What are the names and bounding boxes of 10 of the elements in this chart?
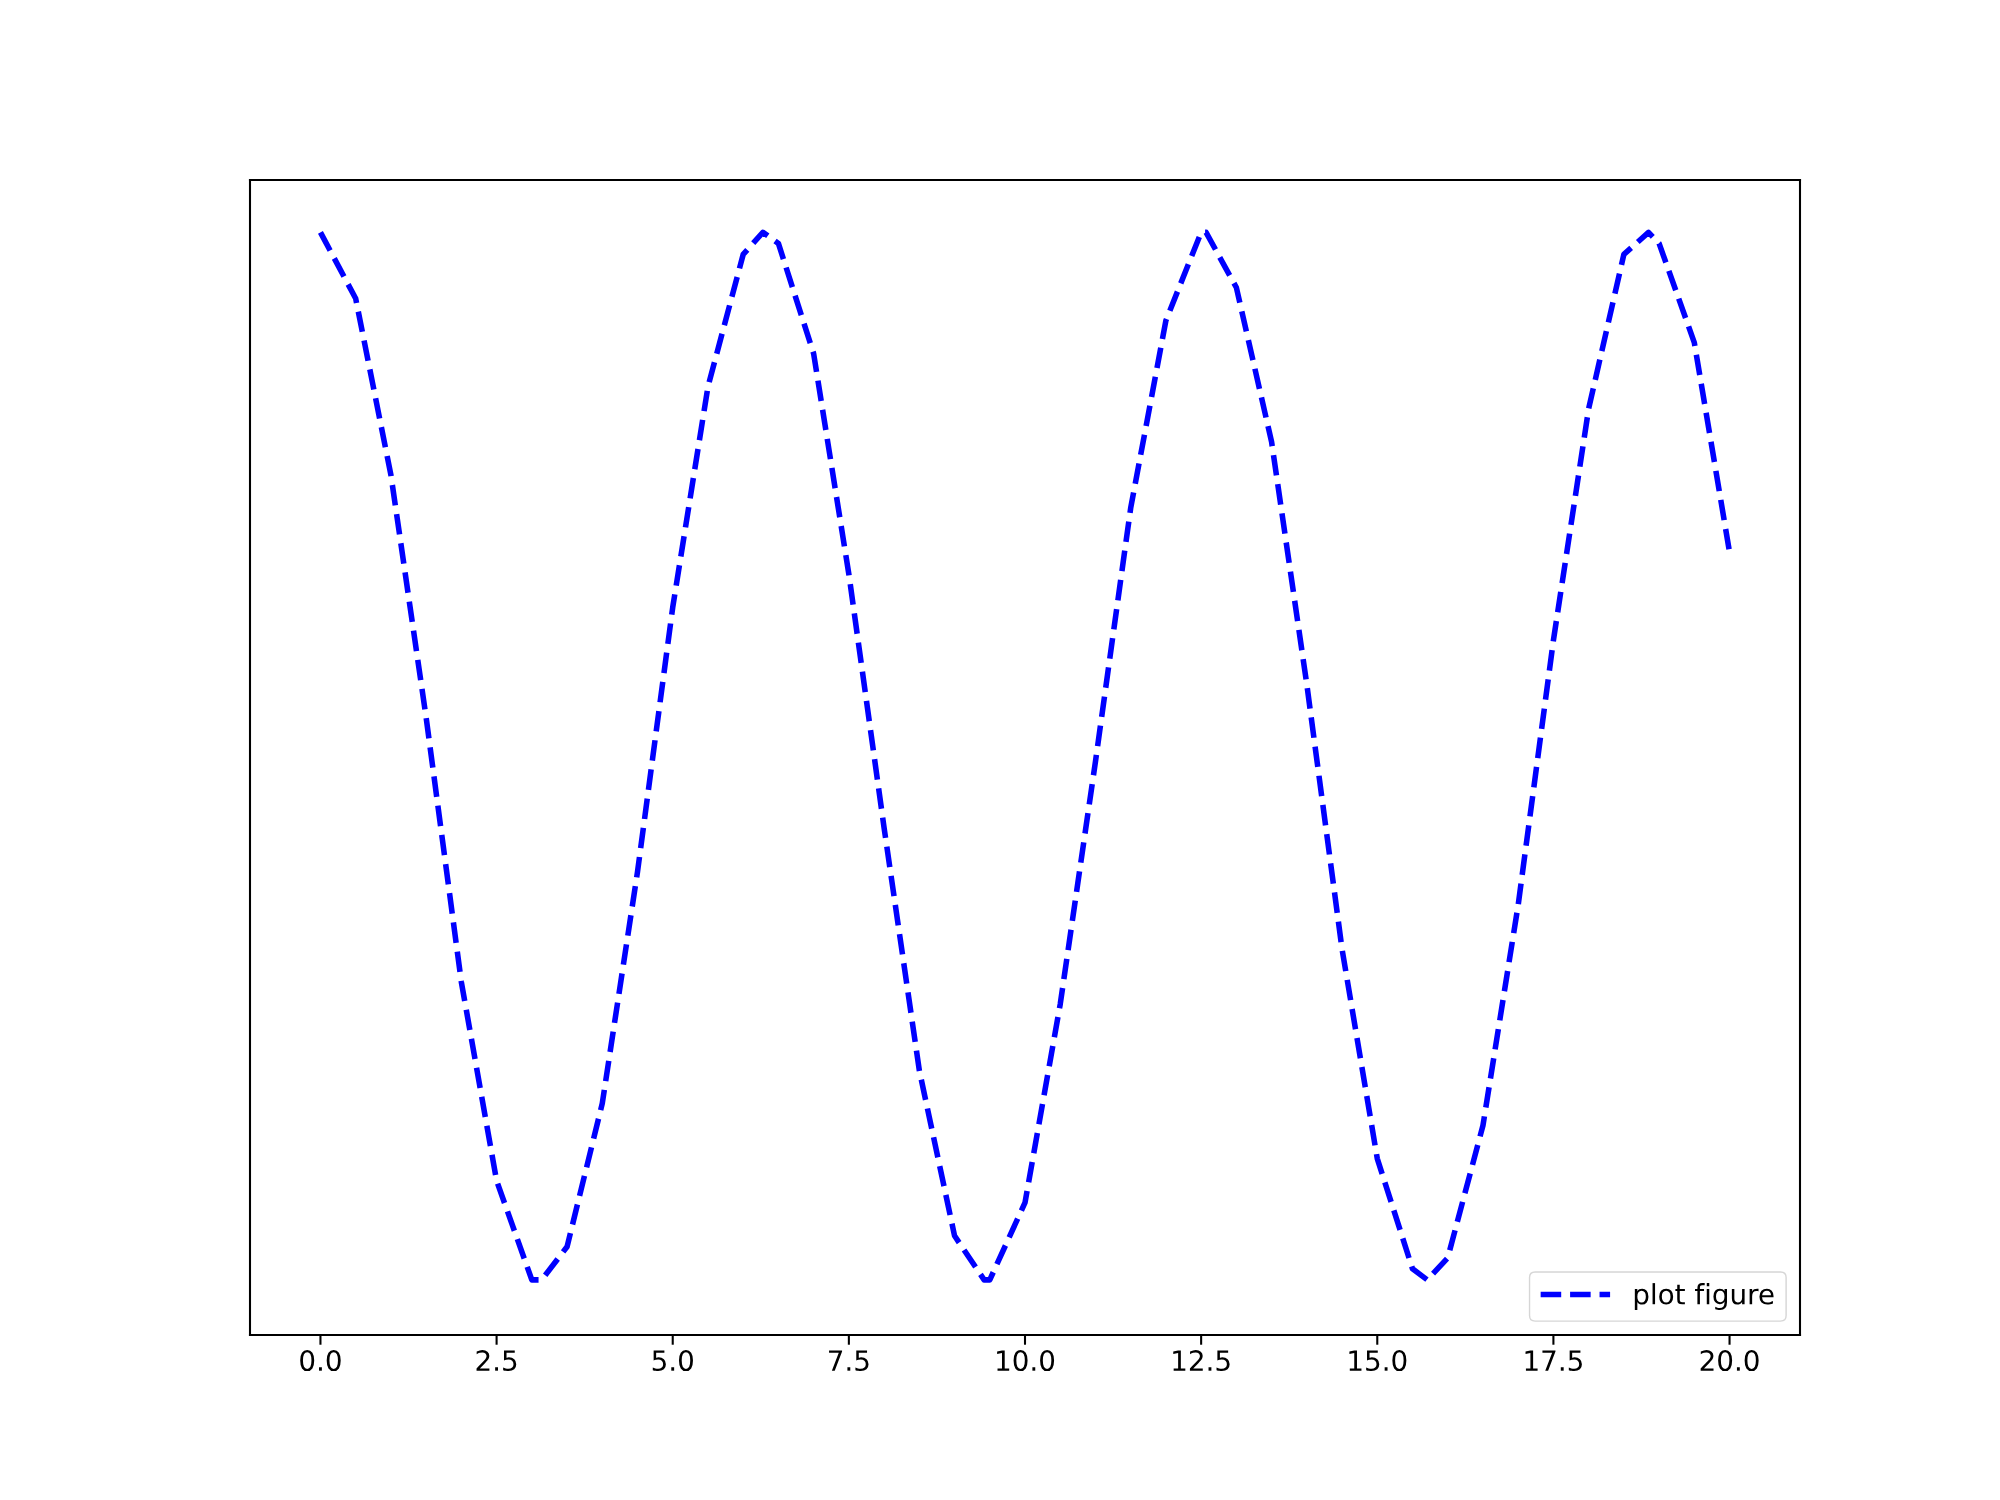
x-tick-label: 0.0 (300, 1350, 341, 1372)
x-tick-label: 20.0 (1700, 1350, 1759, 1372)
x-tick-label: 2.5 (476, 1350, 517, 1372)
x-tick-label: 12.5 (1173, 1350, 1230, 1372)
x-tick-label: 5.0 (652, 1350, 693, 1372)
x-tick-label: 17.5 (1525, 1350, 1582, 1372)
x-tick-label: 10.0 (997, 1350, 1055, 1372)
x-tick-label: 15.0 (1349, 1350, 1407, 1372)
legend-label: plot figure (1634, 1283, 1774, 1310)
x-tick-label: 7.5 (829, 1350, 869, 1372)
